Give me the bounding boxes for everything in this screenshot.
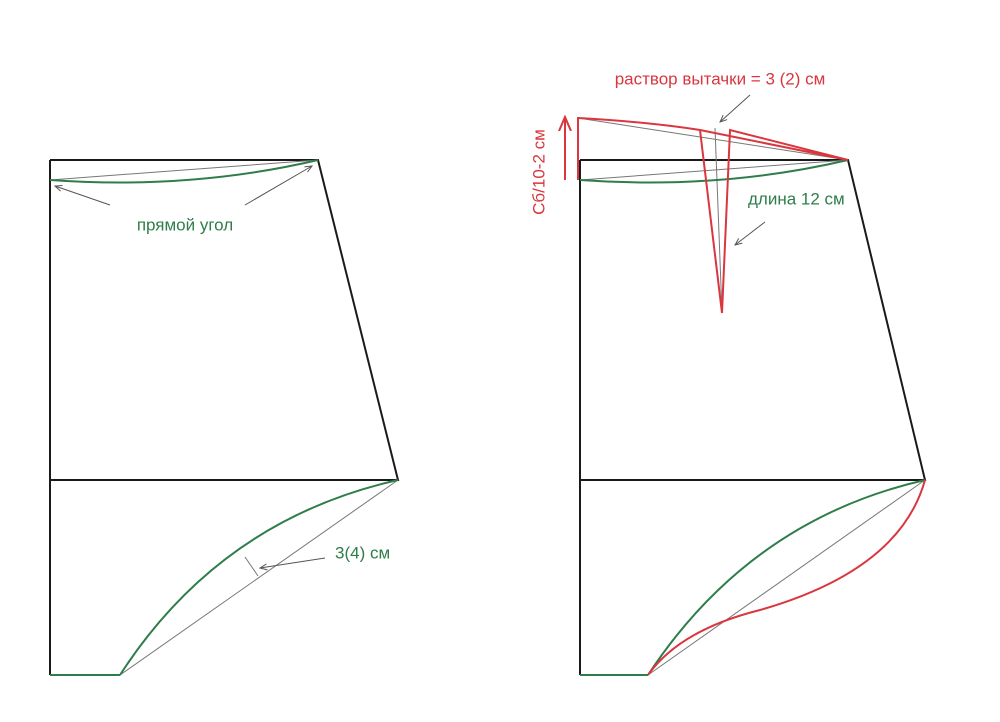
label: Сб/10-2 см bbox=[529, 129, 548, 215]
label: раствор вытачки = 3 (2) см bbox=[615, 69, 826, 88]
label: длина 12 см bbox=[748, 189, 845, 208]
label: 3(4) см bbox=[335, 543, 390, 562]
label: прямой угол bbox=[137, 215, 233, 234]
right-pattern: раствор вытачки = 3 (2) см длина 12 см С… bbox=[529, 69, 927, 676]
left-pattern: прямой угол 3(4) см bbox=[49, 159, 400, 676]
